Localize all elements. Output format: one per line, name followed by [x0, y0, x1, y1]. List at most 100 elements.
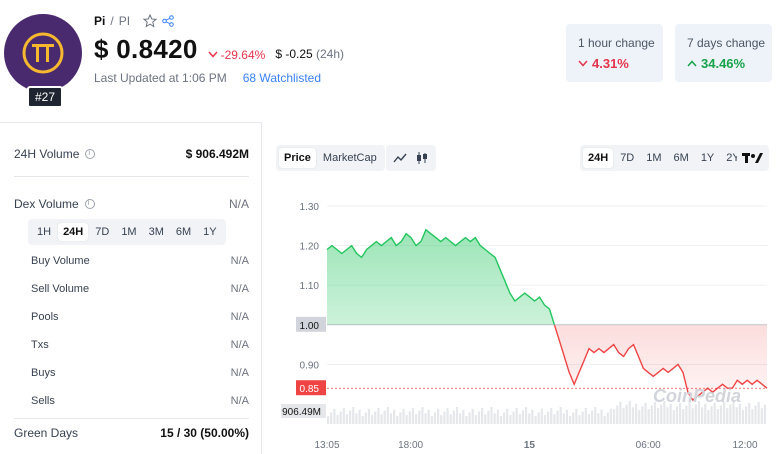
volume-bar [424, 413, 427, 424]
chart-range-tabs: 24H 7D 1M 6M 1Y 2Y [580, 145, 748, 171]
volume-bar [628, 401, 631, 424]
volume-bar [606, 412, 609, 424]
volume-bar [757, 401, 760, 424]
volume-bar [638, 410, 641, 424]
volume-bar [556, 410, 559, 424]
volume-bar [487, 410, 490, 424]
chart-type-tabs: Price MarketCap [276, 145, 385, 171]
volume-bar [405, 415, 408, 424]
current-price: $ 0.8420 [94, 34, 198, 64]
volume-bar [443, 411, 446, 424]
tradingview-button[interactable] [737, 145, 769, 171]
volume-label: 906.49M [282, 407, 321, 418]
dex-range-1h[interactable]: 1H [37, 226, 52, 238]
range-1y[interactable]: 1Y [700, 152, 715, 164]
volume-bar [760, 408, 763, 424]
volume-bar [704, 403, 707, 424]
volume-bar [697, 401, 701, 424]
x-tick-label: 12:00 [732, 440, 757, 451]
volume-bar [402, 408, 405, 424]
volume-bar [631, 407, 635, 424]
last-updated: Last Updated at 1:06 PM [94, 71, 227, 85]
tab-price[interactable]: Price [279, 148, 316, 168]
y-tick-label: 1.20 [300, 242, 320, 253]
pi-logo-icon [22, 32, 64, 74]
volume-bar [635, 403, 638, 424]
volume-bar [327, 416, 330, 424]
dex-range-24h[interactable]: 24H [58, 223, 89, 241]
stat-1h-number: 4.31% [592, 56, 629, 71]
volume-bar [477, 411, 481, 424]
star-icon[interactable] [143, 14, 158, 28]
volume-bar [521, 410, 525, 424]
range-24h[interactable]: 24H [583, 148, 614, 168]
tab-marketcap[interactable]: MarketCap [322, 152, 377, 164]
range-6m[interactable]: 6M [673, 152, 689, 164]
candlestick-icon[interactable] [415, 151, 429, 165]
volume-bar [657, 408, 660, 424]
volume-bar [515, 407, 518, 424]
volume-bar [663, 401, 666, 424]
y-tick-label: 0.90 [300, 360, 320, 371]
volume-bar [745, 406, 748, 424]
watchlisted-link[interactable]: 68 Watchlisted [242, 71, 322, 85]
divider [14, 176, 249, 177]
volume-bar [437, 408, 440, 424]
volume-bar [723, 401, 726, 424]
chevron-down-icon [208, 51, 218, 58]
stat-card-1h: 1 hour change 4.31% [566, 24, 663, 82]
volume-bar [587, 414, 591, 424]
volume-bar [609, 408, 613, 424]
stat-row-buy-volume: Buy Volume N/A [31, 255, 249, 267]
info-icon[interactable] [84, 198, 95, 209]
volume-bar [685, 405, 688, 424]
green-days-label: Green Days [14, 426, 79, 440]
volume-bar [534, 416, 537, 424]
dex-range-7d[interactable]: 7D [95, 226, 110, 238]
volume-bar [427, 409, 430, 424]
dex-range-1m[interactable]: 1M [121, 226, 137, 238]
volume-bar [691, 408, 694, 424]
volume-bar [650, 405, 653, 424]
stat-card-7d: 7 days change 34.46% [675, 24, 772, 82]
volume-bar [738, 403, 741, 424]
dex-range-3m[interactable]: 3M [148, 226, 164, 238]
stat-row-sell-volume: Sell Volume N/A [31, 283, 249, 295]
range-2y[interactable]: 2Y [726, 152, 740, 164]
range-7d[interactable]: 7D [620, 152, 635, 164]
volume-bar [512, 411, 515, 424]
stat-row-value: N/A [230, 283, 249, 295]
volume-bar [540, 408, 543, 424]
price-change-absolute-value: $ -0.25 [275, 47, 313, 61]
volume-bar [430, 416, 433, 424]
info-icon[interactable] [85, 148, 96, 159]
volume-bar [707, 410, 710, 424]
tradingview-logo-icon [742, 153, 763, 163]
stat-row-value: N/A [230, 395, 249, 407]
coin-name-row: Pi / PI [94, 14, 174, 28]
volume-bar [594, 407, 597, 424]
volume-bar [377, 407, 380, 424]
volume-bar [613, 409, 616, 424]
stat-row-label: Sell Volume [31, 283, 90, 295]
price-chart[interactable]: 1.30 1.20 1.10 0.90 CoinPedia 1.00 0.85 906.49M… [263, 180, 780, 454]
volume-bar [619, 401, 622, 424]
stat-row-value: N/A [230, 367, 249, 379]
meta-row: Last Updated at 1:06 PM 68 Watchlisted [94, 71, 321, 85]
volume-bar [440, 415, 443, 424]
volume-bar [330, 412, 333, 424]
volume-bar [367, 408, 371, 424]
line-chart-icon[interactable] [393, 152, 407, 164]
dex-range-6m[interactable]: 6M [175, 226, 192, 238]
volume-bar [364, 412, 367, 424]
volume-bar [647, 409, 650, 424]
range-1m[interactable]: 1M [646, 152, 662, 164]
volume-bar [490, 407, 493, 424]
share-icon[interactable] [162, 15, 174, 27]
dex-range-1y[interactable]: 1Y [203, 226, 217, 238]
stat-row-value: N/A [230, 339, 249, 351]
volume-bar [518, 414, 521, 424]
stat-row-label: Pools [31, 311, 59, 323]
x-tick-label: 18:00 [398, 440, 423, 451]
volume-bar [553, 414, 556, 424]
